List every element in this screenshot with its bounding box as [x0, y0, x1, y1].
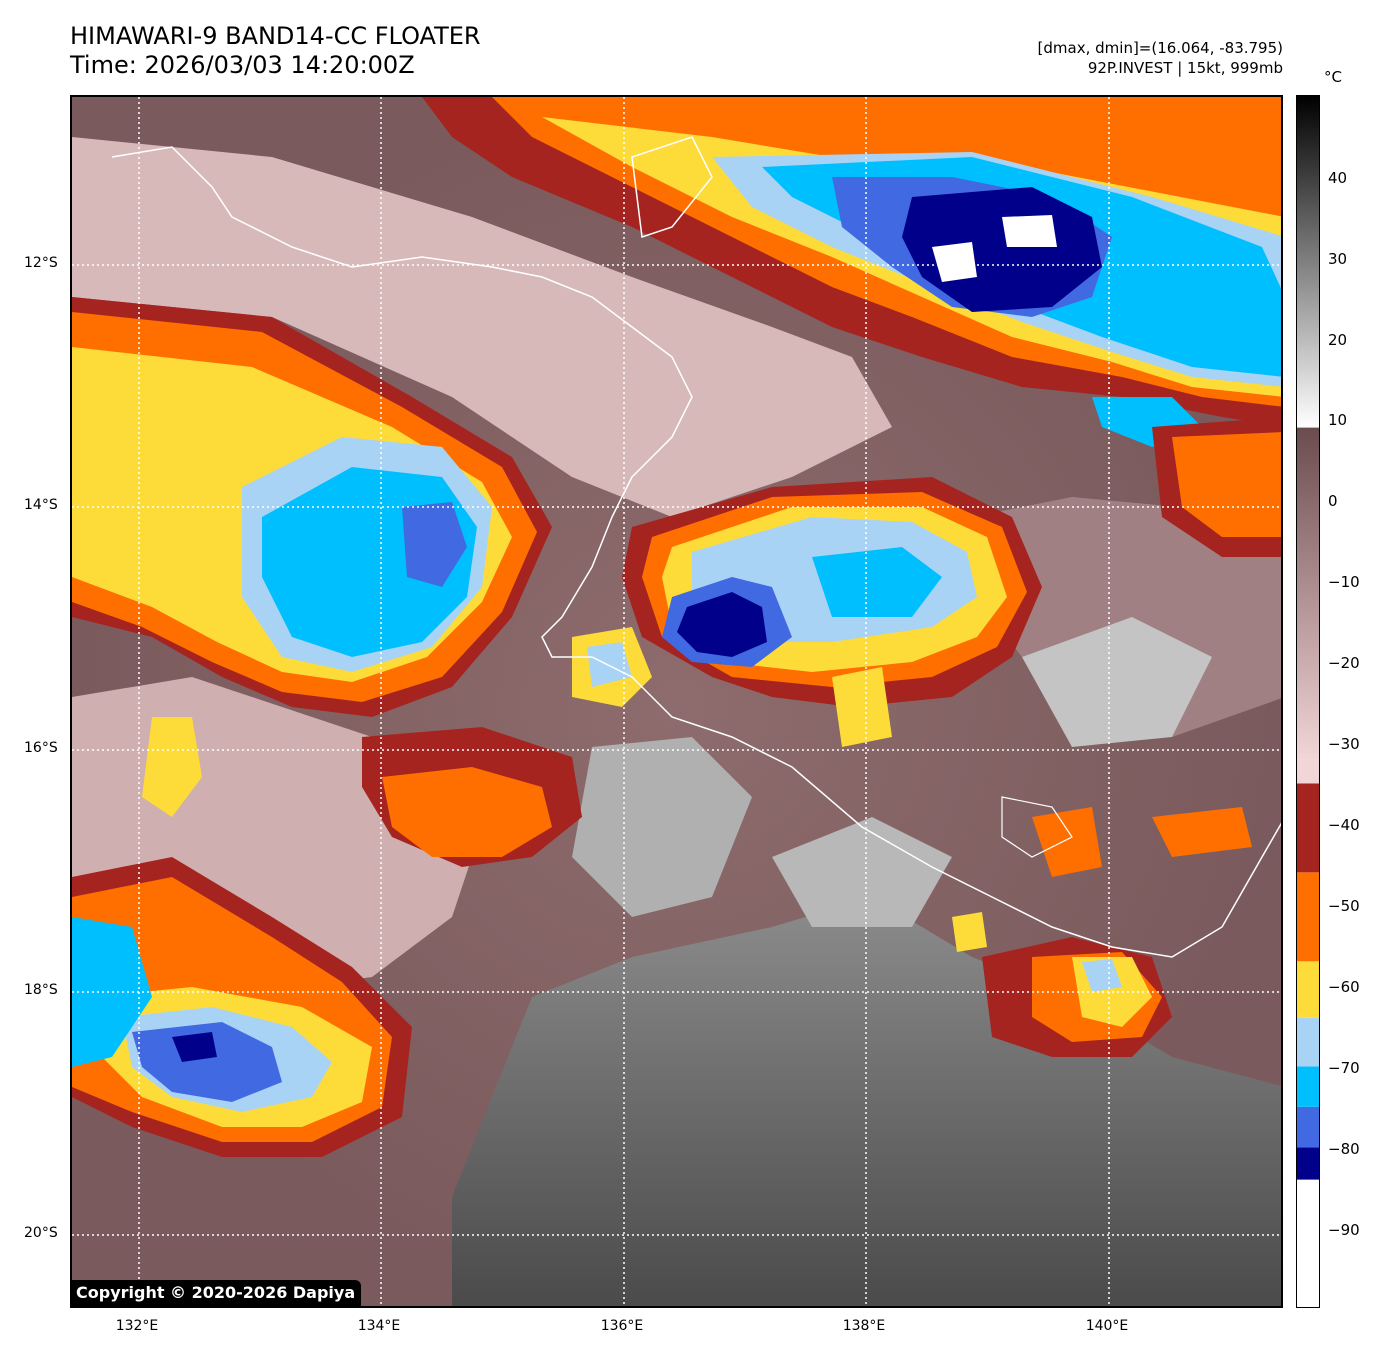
lat-label-20s: 20°S — [24, 1225, 58, 1241]
colorbar — [1296, 95, 1320, 1308]
cloud-small-2-core — [587, 642, 632, 687]
colorbar-unit: °C — [1324, 68, 1342, 86]
colorbar-segment — [1297, 427, 1319, 760]
cloud-small-5 — [1152, 807, 1252, 857]
lat-label-14s: 14°S — [24, 497, 58, 513]
chart-title: HIMAWARI-9 BAND14-CC FLOATER Time: 2026/… — [70, 22, 481, 80]
colorbar-segment — [1297, 1017, 1319, 1067]
colorbar-tick-m80: −80 — [1328, 1140, 1360, 1158]
colorbar-scale — [1297, 96, 1319, 1307]
cloud-sw-darkblue — [172, 1032, 217, 1062]
colorbar-tick-m70: −70 — [1328, 1059, 1360, 1077]
lon-label-132e: 132°E — [115, 1318, 159, 1334]
gridlines — [72, 97, 1281, 1306]
colorbar-segment — [1297, 1106, 1319, 1148]
cloud-small-4 — [1032, 807, 1102, 877]
satellite-imagery — [72, 97, 1281, 1306]
lat-label-12s: 12°S — [24, 255, 58, 271]
colorbar-tick-m10: −10 — [1328, 573, 1360, 591]
colorbar-tick-30: 30 — [1328, 250, 1348, 268]
colorbar-segment — [1297, 96, 1319, 428]
coastline-island — [631, 136, 713, 239]
colorbar-segment — [1297, 1179, 1319, 1307]
clear-patch-east — [1022, 617, 1212, 747]
colorbar-tick-m40: −40 — [1328, 816, 1360, 834]
cloud-north-coldest-2 — [1002, 215, 1057, 247]
colorbar-tick-m60: −60 — [1328, 978, 1360, 996]
colorbar-tick-m50: −50 — [1328, 897, 1360, 915]
cloud-sw-blue — [132, 1022, 282, 1102]
cloud-small-3 — [832, 667, 892, 747]
thin-cloud-north — [72, 137, 892, 517]
lon-label-136e: 136°E — [600, 1318, 644, 1334]
colorbar-tick-20: 20 — [1328, 331, 1348, 349]
cloud-se-core — [1082, 959, 1122, 992]
clear-patch-central — [572, 737, 752, 917]
coastline — [111, 146, 1281, 958]
lat-label-18s: 18°S — [24, 982, 58, 998]
clear-patch-mid — [772, 817, 952, 927]
lon-label-134e: 134°E — [357, 1318, 401, 1334]
lat-label-16s: 16°S — [24, 740, 58, 756]
satellite-map — [70, 95, 1283, 1308]
cloud-west-blue — [402, 502, 467, 587]
colorbar-tick-m30: −30 — [1328, 735, 1360, 753]
cloud-center-darkblue — [677, 592, 767, 657]
lon-label-138e: 138°E — [842, 1318, 886, 1334]
title-line-1: HIMAWARI-9 BAND14-CC FLOATER — [70, 22, 481, 50]
info-line-1: [dmax, dmin]=(16.064, -83.795) — [1037, 39, 1283, 57]
colorbar-segment — [1297, 872, 1319, 962]
cloud-small-1 — [142, 717, 202, 817]
cloud-center-cyan — [812, 547, 942, 617]
colorbar-segment — [1297, 759, 1319, 784]
colorbar-segment — [1297, 961, 1319, 1018]
colorbar-segment — [1297, 783, 1319, 873]
colorbar-segment — [1297, 1066, 1319, 1107]
colorbar-tick-0: 0 — [1328, 492, 1338, 510]
colorbar-tick-m20: −20 — [1328, 654, 1360, 672]
storm-info: [dmax, dmin]=(16.064, -83.795) 92P.INVES… — [1038, 38, 1283, 78]
colorbar-tick-m90: −90 — [1328, 1221, 1360, 1239]
cloud-mid-orange — [382, 767, 552, 857]
cloud-north-coldest-1 — [932, 242, 977, 282]
cloud-small-6 — [952, 912, 987, 952]
lon-label-140e: 140°E — [1085, 1318, 1129, 1334]
copyright-label: Copyright © 2020-2026 Dapiya — [70, 1280, 362, 1306]
colorbar-segment — [1297, 1147, 1319, 1180]
info-line-2: 92P.INVEST | 15kt, 999mb — [1087, 59, 1283, 77]
colorbar-tick-40: 40 — [1328, 169, 1348, 187]
coastline-island-2 — [1001, 796, 1073, 858]
cloud-east-orange — [1172, 432, 1281, 537]
title-line-2: Time: 2026/03/03 14:20:00Z — [70, 51, 415, 79]
colorbar-tick-10: 10 — [1328, 411, 1348, 429]
